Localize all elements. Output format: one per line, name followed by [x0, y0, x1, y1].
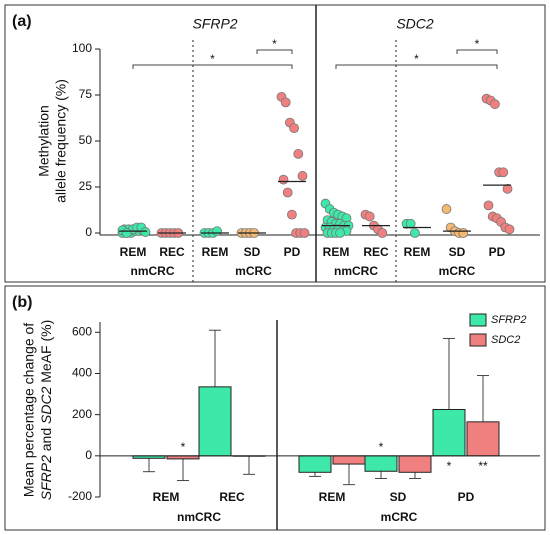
data-point [286, 209, 297, 220]
legend-label: SDC2 [491, 334, 520, 346]
x-tick-label: SD [244, 245, 261, 259]
significance-label: * [210, 52, 215, 66]
bar [398, 455, 432, 473]
y-axis-label: allele frequency (%) [53, 79, 69, 203]
x-tick-label: REM [202, 245, 229, 259]
y-axis-label: SFRP2 and SDC2 MeAF (%) [38, 320, 54, 501]
y-axis-label-part: SFRP2 [38, 455, 54, 500]
significance-label: * [272, 37, 277, 51]
panel-label: (b) [12, 294, 32, 311]
bar [364, 455, 398, 472]
x-tick-label: SD [390, 490, 407, 504]
data-point [293, 148, 304, 159]
y-tick-label: 200 [72, 407, 92, 421]
x-tick-label: REC [219, 490, 245, 504]
data-point [280, 97, 291, 108]
panel-b-frame [4, 285, 546, 531]
significance-bracket [335, 64, 498, 69]
x-tick-label: REC [363, 245, 389, 259]
significance-label: * [414, 52, 419, 66]
data-point [489, 99, 500, 110]
y-tick-label: 25 [79, 179, 93, 193]
y-axis-label-part: SDC2 [38, 386, 54, 424]
x-tick-label: REM [404, 245, 431, 259]
data-point [364, 211, 375, 222]
data-point [409, 228, 420, 238]
data-point [377, 228, 388, 238]
group-label: mCRC [235, 264, 272, 278]
significance-bracket [456, 49, 498, 54]
panel-label: (a) [12, 13, 32, 30]
significance-bracket [132, 64, 293, 69]
x-tick-label: SD [449, 245, 466, 259]
significance-label: * [475, 37, 480, 51]
legend-swatch [469, 313, 487, 327]
data-point [502, 183, 513, 194]
group-label: nmCRC [131, 264, 175, 278]
data-point [504, 224, 515, 235]
y-tick-label: 0 [85, 448, 92, 462]
x-tick-label: REC [159, 245, 185, 259]
y-tick-label: 50 [79, 133, 93, 147]
significance-label: ** [478, 459, 488, 473]
bar [198, 386, 232, 457]
significance-label: * [379, 440, 384, 454]
data-point [140, 227, 151, 237]
facet-title: SDC2 [396, 16, 434, 32]
data-point [282, 187, 293, 198]
group-label: mCRC [439, 264, 476, 278]
significance-label: * [181, 440, 186, 454]
y-tick-label: 0 [85, 225, 92, 239]
y-axis-label-part: MeAF (%) [38, 320, 54, 387]
bar [332, 455, 366, 465]
legend-swatch [469, 333, 487, 347]
y-tick-label: 100 [72, 41, 92, 55]
group-label: nmCRC [177, 510, 221, 524]
bar [432, 409, 466, 457]
data-point [278, 174, 289, 185]
data-point [483, 200, 494, 211]
x-tick-label: REM [319, 490, 346, 504]
y-tick-label: 600 [72, 324, 92, 338]
y-axis-label-part: and [38, 424, 54, 455]
group-label: mCRC [381, 510, 418, 524]
y-axis-label: Mean percentage change of [21, 323, 37, 497]
bar [466, 421, 500, 457]
data-point [299, 228, 310, 238]
significance-label: * [447, 459, 452, 473]
bar [298, 455, 332, 473]
data-point [297, 171, 308, 181]
x-tick-label: REM [120, 245, 147, 259]
data-point [289, 123, 300, 134]
legend-label: SFRP2 [491, 314, 526, 326]
x-tick-label: REM [153, 490, 180, 504]
data-point [405, 218, 416, 229]
facet-title: SFRP2 [192, 16, 237, 32]
y-tick-label: 75 [79, 87, 93, 101]
y-axis-label: Methylation [36, 105, 52, 177]
x-tick-label: REM [323, 245, 350, 259]
x-tick-label: PD [458, 490, 475, 504]
data-point [441, 204, 452, 214]
data-point [212, 226, 223, 237]
group-label: nmCRC [334, 264, 378, 278]
y-tick-label: -200 [68, 489, 92, 503]
data-point [458, 228, 469, 238]
x-tick-label: PD [489, 245, 506, 259]
data-point [335, 228, 346, 238]
panel-a-frame [4, 4, 546, 283]
data-point [121, 228, 132, 238]
y-tick-label: 400 [72, 366, 92, 380]
data-point [498, 167, 509, 178]
significance-bracket [256, 49, 293, 54]
x-tick-label: PD [284, 245, 301, 259]
